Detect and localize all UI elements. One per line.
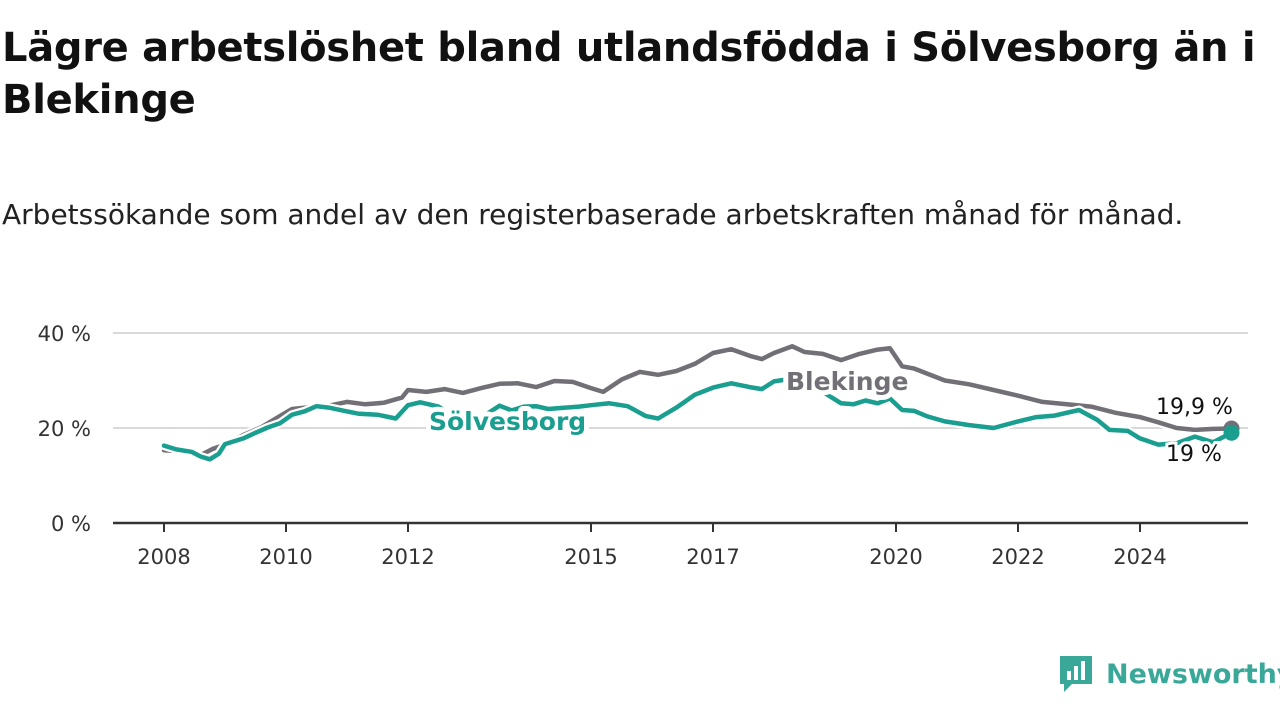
x-tick-label: 2024 — [1113, 545, 1166, 569]
brand-name: Newsworthy — [1106, 658, 1280, 690]
newsworthy-logo-icon — [1060, 656, 1092, 692]
end-value-label: 19 % — [1166, 442, 1222, 467]
x-tick-label: 2008 — [137, 545, 190, 569]
series-line-sölvesborg — [161, 376, 1234, 462]
series-name-label: Sölvesborg — [429, 407, 586, 436]
y-tick-label: 40 % — [38, 322, 91, 346]
series-layer — [159, 341, 1240, 464]
x-tick-label: 2015 — [564, 545, 617, 569]
brand-logo[interactable]: Newsworthy — [1058, 654, 1280, 694]
x-tick-label: 2012 — [381, 545, 434, 569]
series-end-dot — [1223, 424, 1240, 441]
label-layer: Blekinge Sölvesborg 19,9 % 19 % — [424, 362, 1236, 470]
x-tick-label: 2017 — [686, 545, 739, 569]
y-tick-label: 0 % — [51, 512, 91, 536]
chart-svg: 0 % 20 % 40 % 2008 2010 2012 2015 2017 2020 2022 2… — [38, 322, 1248, 569]
end-value-label: 19,9 % — [1156, 395, 1233, 420]
chart-subtitle: Arbetssökande som andel av den registerb… — [2, 198, 1184, 231]
line-chart: 0 % 20 % 40 % 2008 2010 2012 2015 2017 2020 2022 2… — [0, 300, 1280, 600]
series-halo — [159, 374, 1236, 464]
x-tick-label: 2022 — [991, 545, 1044, 569]
grid-layer: 0 % 20 % 40 % 2008 2010 2012 2015 2017 2020 2022 2… — [38, 322, 1248, 569]
x-tick-label: 2010 — [259, 545, 312, 569]
x-tick-label: 2020 — [869, 545, 922, 569]
y-tick-label: 20 % — [38, 417, 91, 441]
chart-title: Lägre arbetslöshet bland utlandsfödda i … — [2, 25, 1256, 123]
series-name-label: Blekinge — [786, 367, 908, 396]
